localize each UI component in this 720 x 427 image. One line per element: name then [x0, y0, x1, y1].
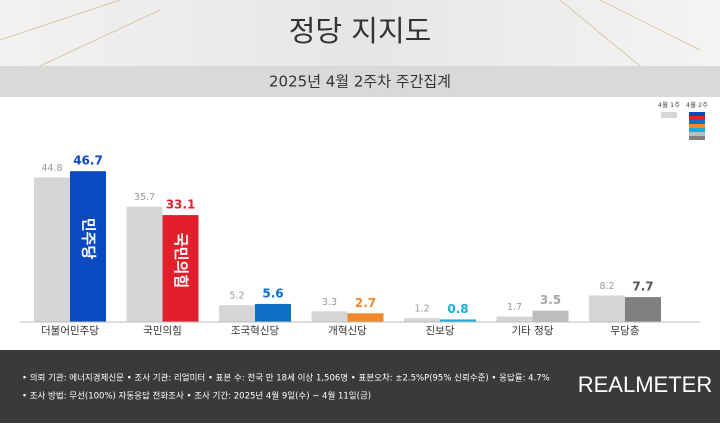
value-label: 1.2 [414, 304, 429, 315]
legend-swatch [689, 136, 705, 140]
value-label: 5.6 [262, 286, 283, 300]
legend-swatch [689, 112, 705, 116]
bar [440, 319, 476, 322]
value-label: 3.5 [540, 293, 561, 307]
bar [162, 215, 199, 322]
value-label: 2.7 [355, 296, 376, 310]
x-tick-label: 더불어민주당 [41, 325, 99, 337]
chart-title: 정당 지지도 [289, 14, 432, 48]
value-label: 44.8 [41, 163, 62, 174]
legend-swatch [689, 128, 705, 132]
bar [404, 318, 440, 322]
bar [496, 316, 533, 322]
legend-swatch [689, 132, 705, 136]
value-label: 3.3 [322, 297, 337, 308]
value-label: 33.1 [166, 198, 196, 212]
bar-logo: 민주당 [80, 218, 98, 260]
value-label: 0.8 [447, 302, 468, 316]
value-label: 1.7 [507, 302, 522, 313]
bar [34, 177, 70, 322]
bar [347, 313, 384, 322]
bar [126, 206, 163, 322]
bar [625, 297, 661, 322]
bar [311, 311, 348, 322]
legend-swatch [661, 112, 677, 118]
x-tick-label: 국민의힘 [143, 325, 182, 337]
legend-swatch [689, 124, 705, 128]
value-label: 35.7 [134, 192, 155, 203]
bar [219, 305, 255, 322]
bar [255, 303, 291, 322]
footer-band [0, 350, 720, 423]
value-label: 7.7 [632, 280, 653, 294]
bar [589, 295, 625, 322]
x-tick-label: 조국혁신당 [231, 325, 280, 337]
footer-note: • 조사 방법: 무선(100%) 자동응답 전화조사 • 조사 기간: 202… [22, 391, 371, 402]
value-label: 8.2 [599, 281, 614, 292]
legend-swatch [689, 120, 705, 124]
value-label: 5.2 [229, 291, 244, 302]
x-tick-label: 무당층 [611, 325, 640, 337]
chart-subtitle: 2025년 4월 2주차 주간집계 [269, 73, 451, 91]
x-tick-label: 개혁신당 [328, 325, 367, 337]
header-decoration [0, 0, 701, 67]
logo: REALMETER [578, 372, 712, 397]
bar-logo: 국민의힘 [172, 233, 190, 288]
x-tick-label: 진보당 [426, 325, 455, 337]
x-tick-label: 기타 정당 [512, 325, 554, 337]
bar [532, 310, 569, 322]
legend-label: 4월 1주 [658, 100, 680, 109]
legend-swatch [689, 116, 705, 120]
subtitle-band [0, 66, 720, 97]
footer-note: • 의뢰 기관: 에너지경제신문 • 조사 기관: 리얼미터 • 표본 수: 전… [22, 373, 550, 384]
bar [70, 171, 106, 322]
value-label: 46.7 [73, 154, 103, 168]
legend-label: 4월 2주 [686, 100, 708, 109]
